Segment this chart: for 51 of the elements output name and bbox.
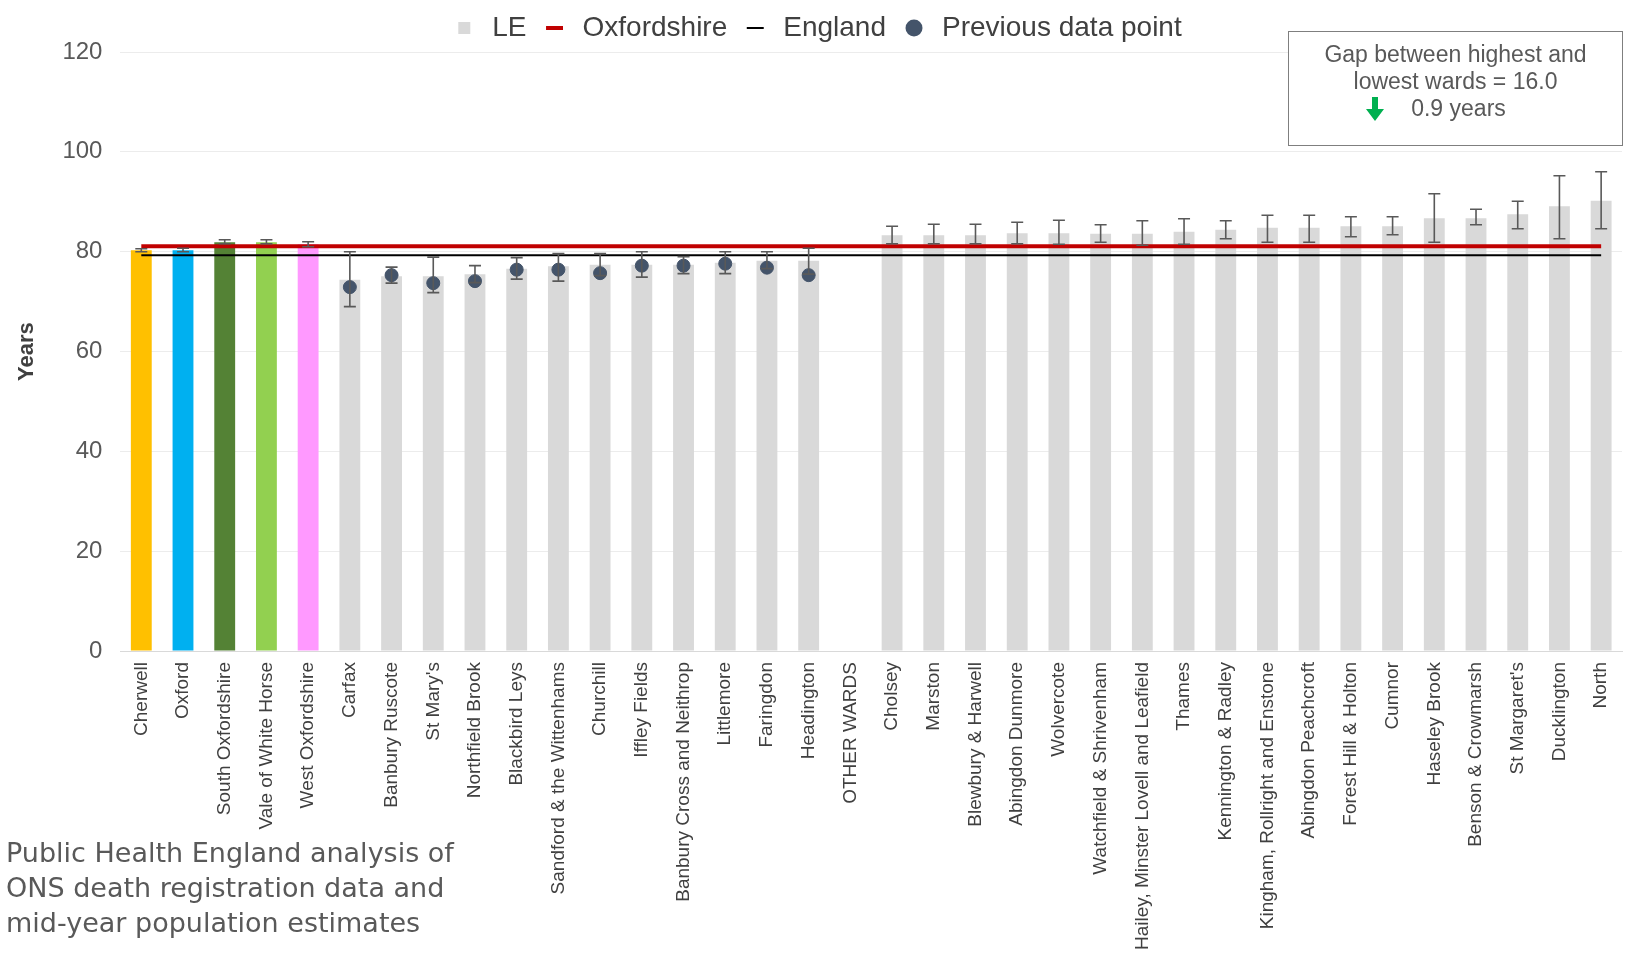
- x-tick-label: South Oxfordshire: [212, 662, 234, 816]
- x-tick-label: St Mary's: [421, 662, 443, 741]
- x-tick-label: St Margaret's: [1505, 662, 1527, 775]
- y-tick-label: 60: [75, 336, 103, 364]
- x-tick-label: Northfield Brook: [463, 661, 485, 799]
- x-tick-label: Cumnor: [1380, 661, 1402, 730]
- x-tick-label: Forest Hill & Holton: [1339, 662, 1361, 826]
- x-tick-label: Marston: [922, 662, 944, 731]
- annotation: 0.9 years: [1411, 95, 1506, 122]
- legend-label: England: [783, 10, 887, 42]
- x-tick-label: Kennington & Radley: [1213, 661, 1235, 841]
- y-tick-label: 80: [75, 236, 103, 264]
- x-tick-label: Kingham, Rollright and Enstone: [1255, 662, 1277, 930]
- y-tick-label: 100: [62, 136, 103, 164]
- annotation: Gap between highest and lowest wards = 16.0: [1323, 41, 1588, 95]
- legend-label: LE: [492, 10, 527, 42]
- x-tick-label: Benson & Crowmarsh: [1464, 662, 1486, 847]
- x-tick-label: Abingdon Peachcroft: [1297, 661, 1319, 839]
- legend-label: Oxfordshire: [582, 10, 728, 42]
- x-tick-label: Abingdon Dunmore: [1005, 662, 1027, 826]
- legend-label: Previous data point: [942, 10, 1182, 42]
- y-axis-title: Years: [13, 322, 39, 381]
- x-tick-label: Wolvercote: [1047, 662, 1069, 757]
- x-tick-label: North: [1589, 662, 1611, 709]
- x-tick-label: Hailey, Minster Lovell and Leafield: [1130, 662, 1152, 950]
- x-tick-label: Oxford: [171, 662, 193, 720]
- x-tick-label: OTHER WARDS: [838, 662, 860, 804]
- x-tick-label: Watchfield & Shrivenham: [1088, 662, 1110, 875]
- x-tick-label: Faringdon: [755, 662, 777, 748]
- x-tick-label: Cholsey: [880, 661, 902, 731]
- x-tick-label: Carfax: [338, 661, 360, 718]
- y-tick-label: 0: [89, 635, 103, 663]
- x-tick-label: Banbury Cross and Neithrop: [671, 662, 693, 902]
- y-tick-label: 20: [75, 535, 103, 563]
- x-tick-label: Sandford & the Wittenhams: [546, 662, 568, 895]
- x-tick-label: Churchill: [588, 662, 610, 736]
- y-tick-label: 40: [75, 435, 103, 463]
- x-tick-label: Iffley Fields: [630, 662, 652, 758]
- x-tick-label: Banbury Ruscote: [379, 662, 401, 808]
- x-tick-label: Cherwell: [129, 662, 151, 736]
- x-tick-label: Thames: [1172, 662, 1194, 731]
- text: Public Health England analysis of ONS death registration data and mid-year population estimates: [6, 836, 456, 940]
- x-tick-label: Vale of White Horse: [254, 662, 276, 830]
- x-tick-label: Littlemore: [713, 662, 735, 746]
- x-tick-label: Blewbury & Harwell: [963, 662, 985, 827]
- x-tick-label: West Oxfordshire: [296, 662, 318, 809]
- x-tick-label: Ducklington: [1547, 662, 1569, 762]
- y-tick-label: 120: [62, 36, 103, 64]
- x-tick-label: Blackbird Leys: [504, 662, 526, 786]
- x-tick-label: Headington: [796, 662, 818, 760]
- x-tick-label: Haseley Brook: [1422, 661, 1444, 786]
